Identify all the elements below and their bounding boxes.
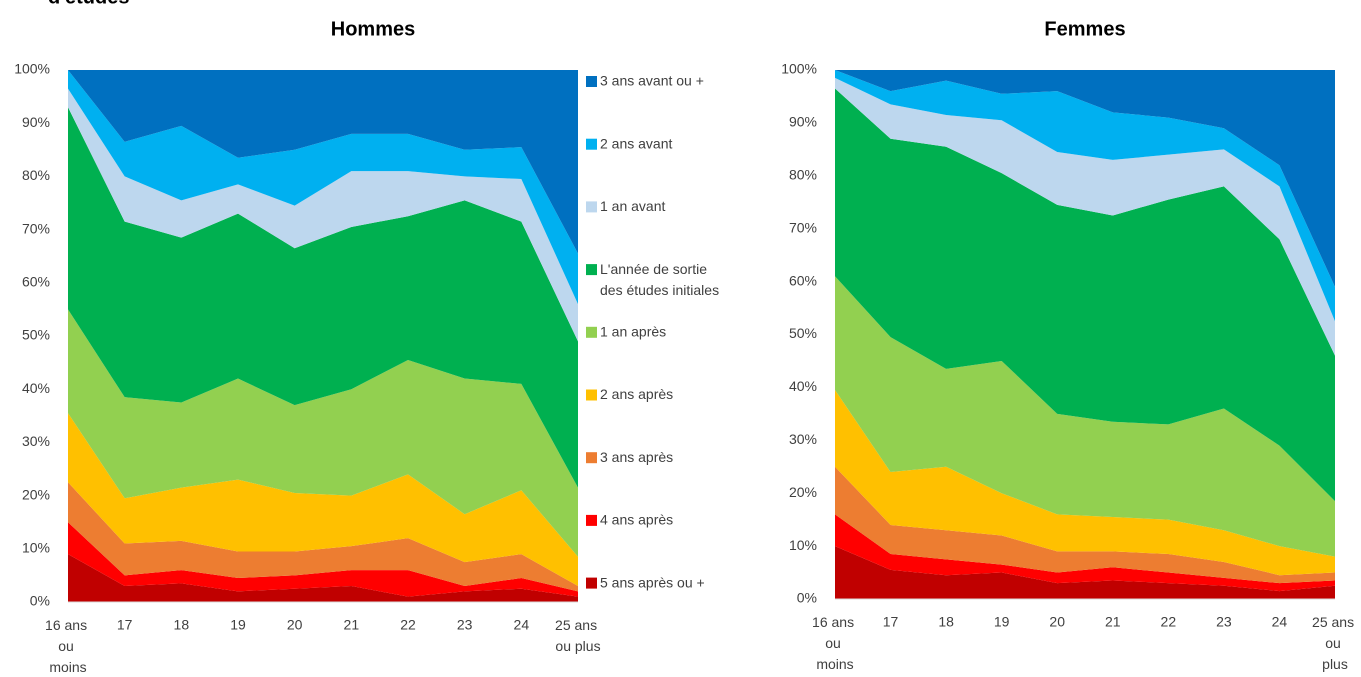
legend-swatch (586, 201, 597, 213)
page-title: d'études (48, 0, 129, 8)
x-tick-label: 17 (117, 617, 133, 633)
y-tick-label: 60% (22, 274, 50, 290)
legend-label: 1 an après (600, 324, 666, 340)
x-tick-label: 17 (883, 614, 899, 630)
y-tick-label: 100% (781, 61, 817, 77)
legend-label: 5 ans après ou + (600, 574, 705, 590)
legend-label: 3 ans après (600, 449, 673, 465)
legend-swatch (586, 514, 597, 526)
y-tick-label: 50% (789, 325, 817, 341)
chart-title: Femmes (1044, 18, 1125, 40)
legend-label: L'année de sortie des études initiales (600, 261, 719, 298)
legend-swatch (586, 452, 597, 464)
x-tick-label: 20 (1049, 614, 1065, 630)
legend-label: 3 ans avant ou + (600, 73, 704, 89)
legend-swatch (586, 577, 597, 589)
x-tick-label: 18 (174, 617, 190, 633)
x-tick-label: 21 (1105, 614, 1121, 630)
area (68, 554, 578, 602)
x-tick-label: 19 (230, 617, 246, 633)
y-tick-label: 10% (789, 537, 817, 553)
y-tick-label: 40% (22, 380, 50, 396)
area (835, 276, 1335, 557)
chart-title: Hommes (331, 18, 415, 40)
x-tick-label: 19 (994, 614, 1010, 630)
area (835, 88, 1335, 502)
y-tick-label: 0% (30, 593, 50, 609)
x-tick-label: 23 (1216, 614, 1232, 630)
x-tick-label: 21 (344, 617, 360, 633)
legend-swatch (586, 326, 597, 338)
legend-label: 1 an avant (600, 198, 665, 214)
area (68, 482, 578, 592)
area (835, 514, 1335, 592)
x-tick-label: 16 ans ou moins (45, 617, 91, 675)
area (68, 413, 578, 587)
x-tick-label: 23 (457, 617, 473, 633)
legend-swatch (586, 264, 597, 276)
area (835, 77, 1335, 356)
y-tick-label: 60% (789, 272, 817, 288)
x-tick-label: 24 (1272, 614, 1288, 630)
area (835, 70, 1335, 322)
area (68, 70, 578, 305)
x-tick-label: 22 (400, 617, 416, 633)
y-tick-label: 70% (22, 220, 50, 236)
x-tick-label: 25 ans ou plus (1312, 614, 1358, 672)
y-tick-label: 50% (22, 327, 50, 343)
legend-swatch (586, 389, 597, 401)
x-tick-label: 16 ans ou moins (812, 614, 858, 672)
legend-swatch (586, 138, 597, 150)
y-tick-label: 30% (789, 431, 817, 447)
x-tick-label: 25 ans ou plus (555, 617, 601, 654)
y-tick-label: 100% (14, 61, 50, 77)
y-tick-label: 80% (22, 167, 50, 183)
area (835, 546, 1335, 599)
area (835, 390, 1335, 576)
y-tick-label: 40% (789, 378, 817, 394)
legend-label: 2 ans après (600, 386, 673, 402)
x-tick-label: 24 (514, 617, 530, 633)
area (68, 88, 578, 342)
y-tick-label: 30% (22, 433, 50, 449)
y-tick-label: 90% (22, 114, 50, 130)
area (68, 70, 578, 254)
legend-label: 2 ans avant (600, 135, 672, 151)
y-tick-label: 20% (789, 484, 817, 500)
y-tick-label: 90% (789, 114, 817, 130)
y-tick-label: 70% (789, 219, 817, 235)
x-tick-label: 20 (287, 617, 303, 633)
y-tick-label: 80% (789, 167, 817, 183)
legend-swatch (586, 76, 597, 87)
area (835, 466, 1335, 584)
x-tick-label: 18 (938, 614, 954, 630)
area (68, 522, 578, 597)
legend-label: 4 ans après (600, 512, 673, 528)
area (835, 70, 1335, 287)
area (68, 107, 578, 488)
y-tick-label: 10% (22, 540, 50, 556)
area (68, 309, 578, 557)
y-tick-label: 0% (797, 590, 817, 606)
x-tick-label: 22 (1161, 614, 1177, 630)
y-tick-label: 20% (22, 486, 50, 502)
